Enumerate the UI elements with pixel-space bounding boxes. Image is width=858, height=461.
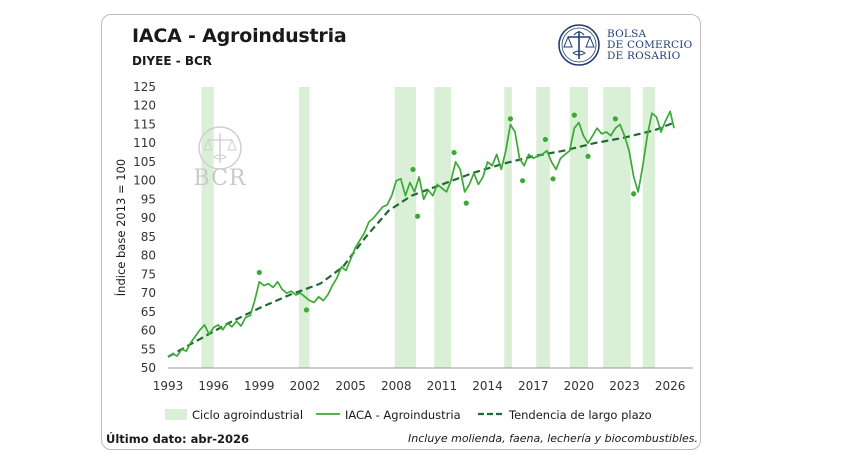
trend-series-line — [167, 121, 675, 358]
chart-title: IACA - Agroindustria — [132, 25, 347, 47]
watermark-text: BCR — [194, 166, 247, 191]
x-tick-label-2014: 2014 — [472, 379, 503, 393]
y-tick-label-100: 100 — [133, 174, 156, 188]
x-tick-label-1999: 1999 — [244, 379, 275, 393]
cycle-band-1 — [298, 87, 310, 368]
y-tick-label-110: 110 — [133, 136, 156, 150]
x-tick-label-2017: 2017 — [518, 379, 549, 393]
cycle-bands — [201, 87, 655, 368]
y-tick-label-50: 50 — [141, 361, 156, 375]
legend: Ciclo agroindustrial IACA - Agroindustri… — [165, 408, 652, 422]
x-tick-label-1993: 1993 — [153, 379, 184, 393]
watermark: BCR — [194, 126, 247, 191]
legend-swatch-band — [165, 409, 187, 420]
cycle-band-6 — [569, 87, 588, 368]
marker-point-2 — [410, 166, 416, 173]
x-tick-label-2008: 2008 — [381, 379, 412, 393]
y-tick-label-65: 65 — [141, 305, 156, 319]
y-tick-label-120: 120 — [133, 99, 156, 113]
y-ticks: 50 55 60 65 70 75 80 85 90 95 100 105 110 115 120 125 — [133, 80, 156, 375]
y-tick-label-75: 75 — [141, 267, 156, 281]
y-tick-label-70: 70 — [141, 286, 156, 300]
y-tick-label-115: 115 — [133, 117, 156, 131]
marker-point-11 — [585, 153, 591, 159]
marker-point-3 — [414, 213, 421, 219]
y-axis-label: Índice base 2013 = 100 — [113, 159, 128, 296]
y-tick-label-85: 85 — [141, 230, 156, 244]
legend-label-band: Ciclo agroindustrial — [192, 408, 303, 422]
marker-point-8 — [542, 136, 548, 143]
y-tick-label-105: 105 — [133, 155, 156, 169]
coverage-note: Incluye molienda, faena, lechería y bioc… — [408, 432, 698, 445]
logo-line-3: DE ROSARIO — [607, 50, 681, 62]
legend-label-iaca: IACA - Agroindustria — [345, 408, 461, 422]
x-tick-label-2005: 2005 — [335, 379, 366, 393]
y-tick-label-55: 55 — [141, 342, 156, 356]
y-tick-label-80: 80 — [141, 249, 156, 263]
x-tick-label-2026: 2026 — [655, 379, 686, 393]
cycle-band-8 — [642, 87, 655, 368]
marker-point-1 — [303, 307, 310, 313]
y-tick-label-125: 125 — [133, 80, 156, 94]
cycle-band-3 — [434, 87, 452, 368]
x-tick-label-2020: 2020 — [564, 379, 595, 393]
chart-subtitle: DIYEE - BCR — [132, 54, 213, 68]
watermark-emblem-icon — [198, 126, 242, 170]
bcr-logo: BOLSA DE COMERCIO DE ROSARIO — [557, 23, 697, 67]
marker-point-12 — [612, 116, 618, 122]
cycle-band-0 — [201, 87, 214, 368]
iaca-series-line — [167, 110, 675, 358]
logo-text: BOLSA DE COMERCIO DE ROSARIO — [607, 29, 692, 62]
x-tick-label-2011: 2011 — [427, 379, 458, 393]
y-tick-label-95: 95 — [141, 192, 156, 206]
marker-point-6 — [507, 116, 513, 122]
y-tick-label-60: 60 — [141, 324, 156, 338]
marker-point-0 — [256, 269, 262, 276]
cycle-band-4 — [504, 87, 512, 368]
cycle-band-5 — [536, 87, 550, 368]
marker-point-5 — [463, 200, 469, 206]
x-tick-label-2002: 2002 — [290, 379, 321, 393]
marker-point-10 — [571, 112, 577, 118]
marker-point-13 — [631, 191, 637, 197]
y-tick-label-90: 90 — [141, 211, 156, 225]
last-data-note: Último dato: abr-2026 — [106, 432, 250, 446]
chart-card: IACA - Agroindustria DIYEE - BCR BOLSA D… — [101, 14, 701, 450]
chart-svg: BCR 50 55 60 65 70 75 80 85 90 95 100 105 110 115 120 1… — [113, 80, 693, 422]
x-ticks: 1993 1996 1999 2002 2005 2008 2011 2014 2017 2020… — [153, 379, 686, 393]
x-tick-label-1996: 1996 — [198, 379, 229, 393]
bcr-emblem-icon — [558, 24, 600, 66]
cycle-band-2 — [394, 87, 417, 368]
cycle-band-7 — [603, 87, 631, 368]
logo-line-1: BOLSA — [607, 28, 647, 40]
legend-label-trend: Tendencia de largo plazo — [508, 408, 652, 422]
logo-line-2: DE COMERCIO — [607, 39, 693, 51]
marker-point-4 — [451, 149, 457, 156]
marker-point-7 — [519, 178, 526, 184]
x-tick-label-2023: 2023 — [609, 379, 640, 393]
turning-point-markers — [256, 112, 637, 313]
marker-point-9 — [550, 176, 556, 182]
